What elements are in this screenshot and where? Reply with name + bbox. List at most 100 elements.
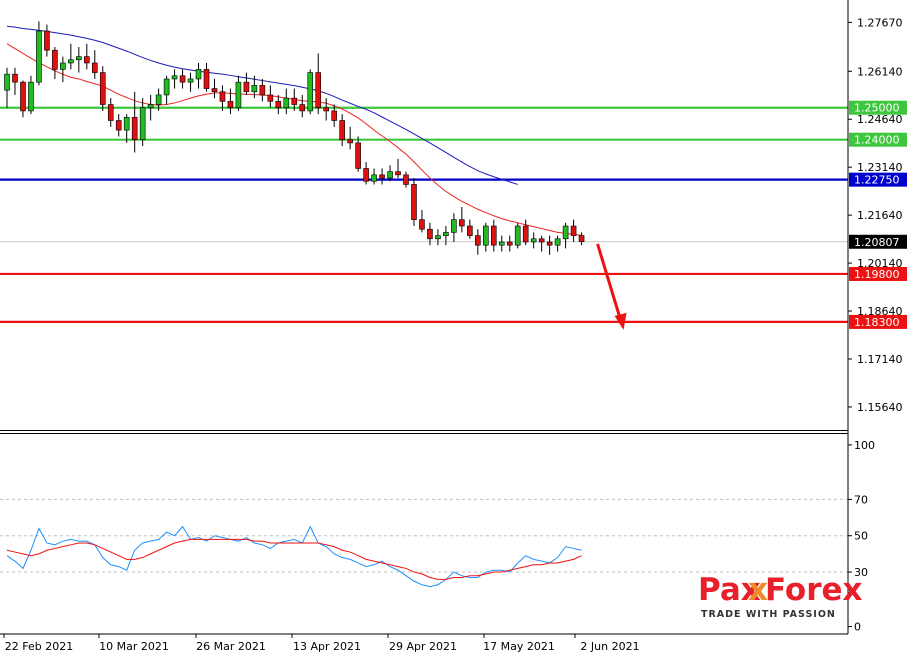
osc-tick-label: 0 [854,621,861,634]
candle-body [203,69,210,89]
candle [419,210,425,233]
price-tick-label: 1.24640 [857,113,903,126]
logo-tagline: TRADE WITH PASSION [701,609,836,620]
paxforex-logo: Pax x Forex TRADE WITH PASSION [698,572,863,620]
candle-body [459,219,465,227]
candle-body [371,174,377,182]
candle [315,53,322,115]
candle [475,229,481,255]
candle-body [44,30,50,51]
candle [163,75,170,105]
candle-body [315,72,322,109]
candle-body [259,85,266,96]
candle-body [251,85,258,93]
candle [283,88,290,115]
candle-body [131,117,138,140]
level-tag-label: 1.18300 [854,316,900,329]
candle [355,136,361,172]
candle [482,222,489,252]
level-tag [849,172,907,187]
candle [20,80,26,118]
candle [36,21,42,86]
candle-body [482,225,489,246]
candle-body [147,104,154,109]
candle-body [4,73,10,91]
candle-body [538,238,545,243]
current-price-tag [849,234,907,249]
candle [363,162,369,185]
candle [267,85,274,108]
current-price-label: 1.20807 [854,236,900,249]
candle [347,126,353,150]
candle [554,235,561,252]
candle [179,69,186,89]
price-tick-label: 1.17140 [857,353,903,366]
candle [219,85,226,111]
candle-body [179,75,186,83]
candle [131,91,138,153]
osc-main-line [6,525,582,588]
level-tag [849,100,907,115]
candle-body [554,238,561,246]
candle-body [115,120,122,131]
candle [538,235,545,252]
candle [68,43,74,70]
candle-body [219,91,226,102]
candle-body [403,174,409,185]
candle-body [235,81,242,109]
candle-body [395,171,401,176]
candle [467,219,473,239]
candle-body [139,107,146,140]
candle-body [339,120,345,140]
candle-body [211,88,218,93]
candle-body [275,101,282,109]
price-tick-label: 1.26140 [857,65,903,78]
candle [155,88,162,111]
candle [339,114,345,147]
candle-body [307,72,314,112]
price-tick-label: 1.18640 [857,305,903,318]
candle-body [123,117,130,131]
candle-body [20,81,26,112]
forecast-arrow-shaft [596,243,622,321]
time-tick-label: 13 Apr 2021 [293,640,361,653]
candle-body [562,225,569,240]
candle [435,229,441,246]
candle [28,75,34,115]
candle-body [12,73,18,83]
candle-body [522,225,529,243]
candle [115,114,122,137]
candle [530,232,537,249]
candle [570,219,577,242]
forecast-arrow-head [614,312,627,330]
candle-body [411,184,417,220]
time-tick-label: 29 Apr 2021 [389,640,457,653]
candle-body [299,104,306,112]
logo-pax: Pax [698,572,761,608]
candle-body [355,142,361,169]
price-tick-label: 1.20140 [857,257,903,270]
level-tag-label: 1.22750 [854,174,900,187]
candle [187,72,194,92]
osc-tick-label: 50 [854,530,868,543]
candle-body [506,241,513,246]
price-tick-label: 1.15640 [857,401,903,414]
level-tag [849,266,907,281]
oscillator-panel [0,498,848,588]
candle [235,75,242,111]
candle [147,94,154,121]
candle-body [243,81,250,93]
candle-body [195,69,202,80]
osc-tick-label: 100 [854,439,875,452]
price-tick-label: 1.27670 [857,16,903,29]
candle [299,94,306,118]
price-panel [0,21,848,330]
level-tag [849,132,907,147]
candle-body [514,225,521,246]
candle-body [451,219,457,233]
candle-body [283,97,290,109]
candle-body [76,56,82,61]
candle [84,43,90,70]
